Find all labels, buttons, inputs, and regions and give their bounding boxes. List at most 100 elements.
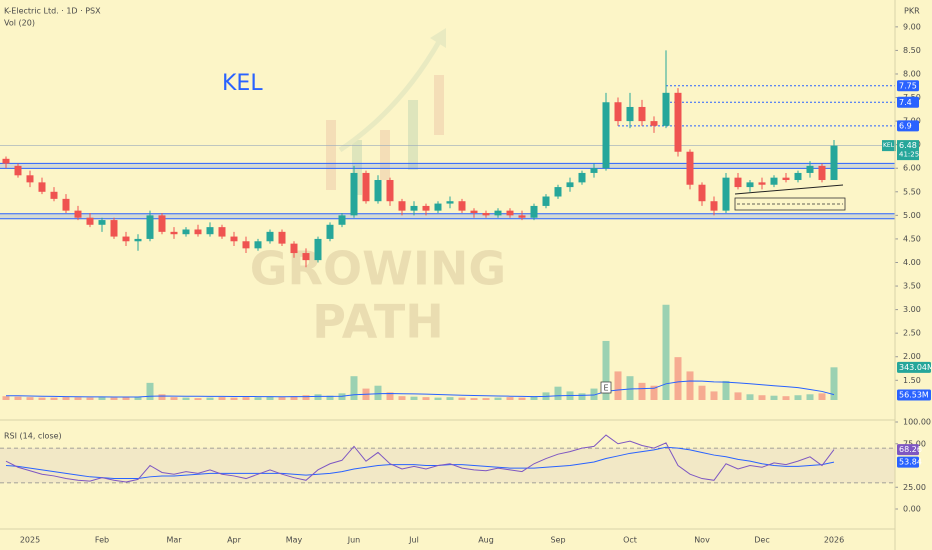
volume-bar xyxy=(170,397,178,400)
volume-bar xyxy=(326,395,334,400)
candle-body xyxy=(686,151,694,185)
candle-body xyxy=(590,168,598,173)
volume-ma-badge-bg xyxy=(897,389,931,401)
volume-bar xyxy=(290,396,298,400)
x-tick-label: Jul xyxy=(408,536,419,545)
x-tick-label: Oct xyxy=(623,536,637,545)
y-tick-label: 2.50 xyxy=(903,329,921,338)
last-price-badge-bg xyxy=(897,140,919,161)
x-tick-label: Nov xyxy=(694,536,710,545)
volume-bar xyxy=(590,388,598,400)
candle-body xyxy=(626,106,634,122)
candle-body xyxy=(518,215,526,218)
zone xyxy=(0,163,895,169)
volume-ma-line xyxy=(5,380,835,398)
logo-candle xyxy=(408,100,418,170)
rsi-badge-bg xyxy=(897,444,919,456)
volume-bar xyxy=(410,396,418,400)
x-tick-label: May xyxy=(286,536,303,545)
y-tick-label: 8.50 xyxy=(903,46,921,55)
symbol-badge: KEL xyxy=(883,142,895,149)
volume-bar xyxy=(530,396,538,400)
y-tick-label: 3.00 xyxy=(903,305,921,314)
candle-body xyxy=(674,92,682,152)
y-tick-label: 4.00 xyxy=(903,258,921,267)
y-tick-label: 8.00 xyxy=(903,69,921,78)
trend-line xyxy=(734,184,844,195)
countdown: 41:25 xyxy=(899,151,919,159)
rsi-line xyxy=(5,434,835,483)
watermark: GROWING PATH xyxy=(250,28,506,349)
candle-body xyxy=(254,241,262,249)
volume-bar xyxy=(794,395,802,400)
volume-bar xyxy=(662,304,670,400)
x-tick-label: Jun xyxy=(347,536,361,545)
candle-body xyxy=(314,238,322,261)
volume-bar xyxy=(446,397,454,400)
volume-bar xyxy=(758,395,766,400)
candle-body xyxy=(530,205,538,218)
volume-bar xyxy=(374,385,382,400)
x-tick-label: Sep xyxy=(550,536,565,545)
plot-layer: 9.008.508.007.507.006.506.005.505.004.50… xyxy=(0,22,932,545)
candle-body xyxy=(698,184,706,202)
rsi-ma-badge: 53.84 xyxy=(899,458,922,467)
earnings-marker: E xyxy=(603,384,608,393)
earnings-marker-box xyxy=(600,381,612,394)
x-tick-label: Feb xyxy=(95,536,109,545)
rsi-ma-badge-bg xyxy=(897,456,919,468)
y-tick-label: 3.50 xyxy=(903,282,921,291)
volume-bar xyxy=(674,357,682,400)
volume-bar xyxy=(242,397,250,400)
watermark-text: PATH xyxy=(312,295,443,349)
candle-body xyxy=(302,253,310,261)
candle-body xyxy=(794,172,802,181)
last-price-badge: 6.48 xyxy=(899,141,917,150)
candle-body xyxy=(86,217,94,225)
candle-body xyxy=(662,92,670,126)
candle-body xyxy=(242,241,250,249)
candle-body xyxy=(446,201,454,204)
candle-body xyxy=(614,102,622,122)
volume-bar xyxy=(710,391,718,400)
candle-body xyxy=(458,201,466,211)
volume-bar xyxy=(638,382,646,400)
candle-body xyxy=(266,231,274,242)
logo-candle xyxy=(380,130,390,180)
volume-bar xyxy=(110,397,118,400)
candle-body xyxy=(218,227,226,237)
volume-bar xyxy=(470,398,478,400)
volume-bar xyxy=(518,397,526,400)
candle-body xyxy=(182,229,190,235)
volume-bar xyxy=(818,393,826,400)
candle-body xyxy=(146,215,154,239)
logo-candle xyxy=(434,75,444,135)
volume-bar xyxy=(398,396,406,400)
y-tick-label: 1.50 xyxy=(903,376,921,385)
volume-bar xyxy=(506,397,514,400)
volume-bar xyxy=(230,397,238,400)
candle-body xyxy=(734,177,742,188)
candle-body xyxy=(506,210,514,216)
volume-bar xyxy=(86,397,94,400)
candle-body xyxy=(434,203,442,211)
x-tick-label: 2025 xyxy=(20,536,40,545)
level-badge: 6.9 xyxy=(899,121,912,130)
rsi-band xyxy=(0,448,895,483)
logo-candle xyxy=(326,120,336,190)
logo-arrow-head xyxy=(430,28,446,48)
candle-body xyxy=(578,172,586,183)
volume-bar xyxy=(422,397,430,400)
candle-body xyxy=(758,182,766,185)
volume-bar xyxy=(218,397,226,400)
watermark-text: GROWING xyxy=(250,242,506,296)
candle-body xyxy=(818,165,826,181)
level-badge-bg xyxy=(897,96,919,108)
volume-bar xyxy=(194,398,202,400)
candle-body xyxy=(362,172,370,202)
x-tick-label: Aug xyxy=(478,536,494,545)
candle-body xyxy=(482,213,490,216)
volume-badge-bg xyxy=(897,361,931,373)
candle-body xyxy=(134,238,142,242)
